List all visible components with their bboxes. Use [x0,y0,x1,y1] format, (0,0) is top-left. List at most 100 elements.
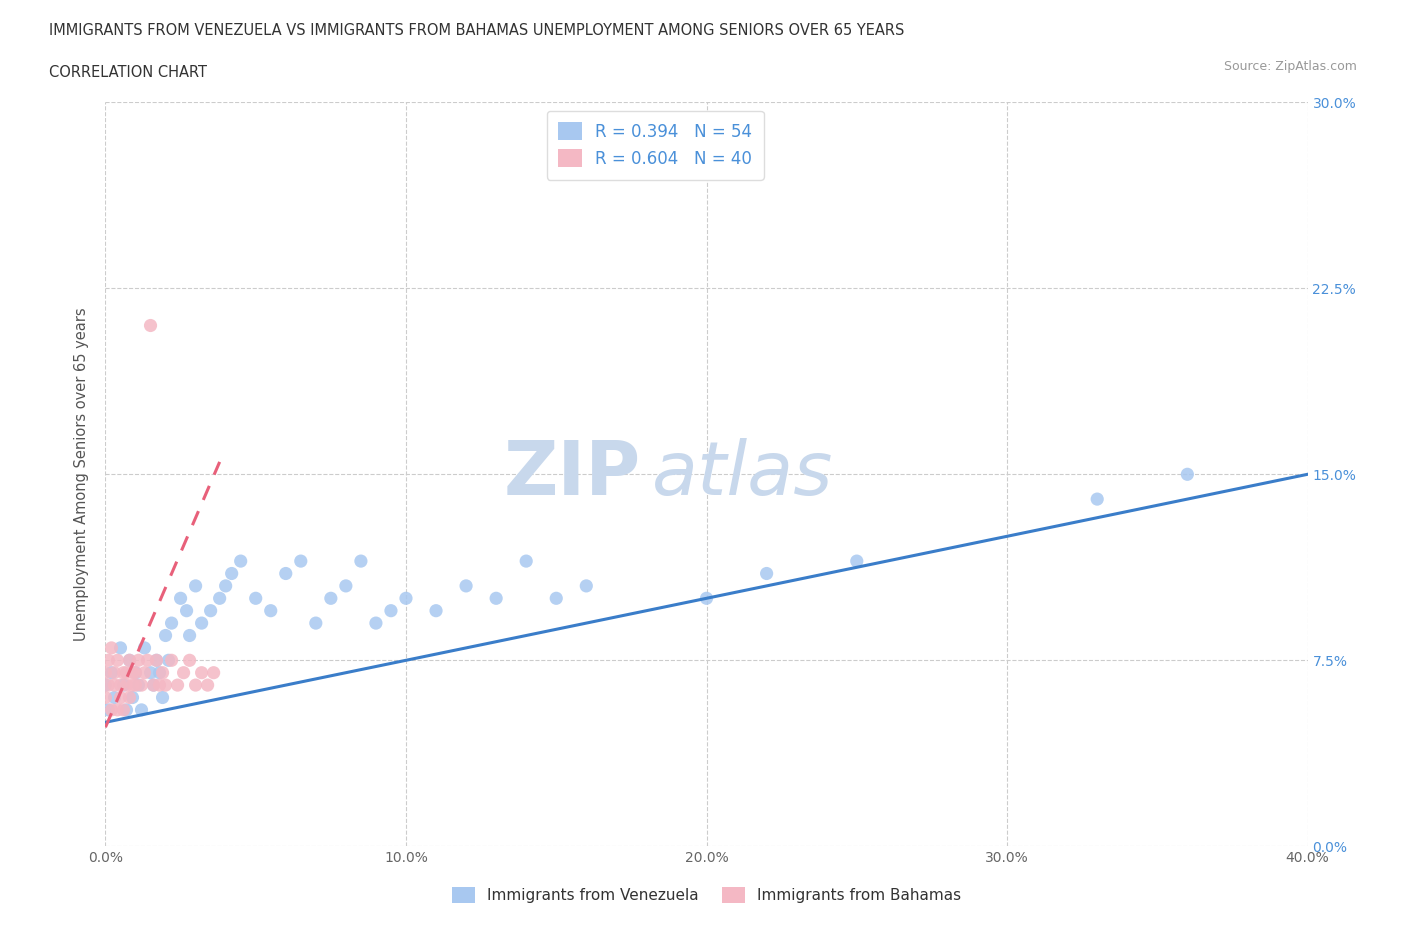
Point [97,702,120,717]
Point [110,678,132,693]
Point [305,616,328,631]
Point [115,702,138,717]
Point [155,678,177,693]
Point [214,578,236,593]
Point [755,566,778,581]
Text: atlas: atlas [652,438,834,511]
Point [121,678,143,693]
Point [100,641,122,656]
Point [136,653,159,668]
Legend: Immigrants from Venezuela, Immigrants from Bahamas: Immigrants from Venezuela, Immigrants fr… [446,881,967,910]
Point [118,653,141,668]
Point [94,690,117,705]
Point [103,665,125,680]
Point [107,702,129,717]
Point [94,678,117,693]
Point [636,157,658,172]
Point [190,665,212,680]
Point [184,578,207,593]
Point [169,591,191,605]
Point [139,318,162,333]
Point [145,653,167,668]
Point [157,653,180,668]
Point [134,665,156,680]
Point [148,665,170,680]
Point [1175,467,1198,482]
Point [160,616,183,631]
Point [115,678,138,693]
Point [190,616,212,631]
Point [131,702,153,717]
Point [100,702,122,717]
Point [221,566,243,581]
Point [103,678,125,693]
Point [260,604,283,618]
Point [155,628,177,643]
Point [94,665,117,680]
Point [103,690,125,705]
Point [179,628,201,643]
Point [200,604,222,618]
Point [160,653,183,668]
Point [134,641,156,656]
Point [229,553,252,568]
Point [845,553,868,568]
Point [115,665,138,680]
Point [1085,492,1108,507]
Point [696,591,718,605]
Point [245,591,267,605]
Text: IMMIGRANTS FROM VENEZUELA VS IMMIGRANTS FROM BAHAMAS UNEMPLOYMENT AMONG SENIORS : IMMIGRANTS FROM VENEZUELA VS IMMIGRANTS … [49,23,904,38]
Point [128,678,150,693]
Point [515,553,537,568]
Point [121,665,143,680]
Point [454,578,477,593]
Point [380,604,402,618]
Point [97,678,120,693]
Point [110,641,132,656]
Point [202,665,225,680]
Point [179,653,201,668]
Text: ZIP: ZIP [503,438,640,511]
Point [142,678,165,693]
Point [124,665,146,680]
Point [107,653,129,668]
Point [97,653,120,668]
Point [145,653,167,668]
Point [173,665,195,680]
Point [124,678,146,693]
Point [395,591,418,605]
Point [112,665,135,680]
Point [364,616,387,631]
Point [121,690,143,705]
Text: Source: ZipAtlas.com: Source: ZipAtlas.com [1223,60,1357,73]
Point [319,591,342,605]
Point [350,553,373,568]
Point [118,690,141,705]
Point [124,665,146,680]
Point [184,678,207,693]
Point [546,591,568,605]
Point [139,665,162,680]
Point [274,566,297,581]
Point [128,653,150,668]
Y-axis label: Unemployment Among Seniors over 65 years: Unemployment Among Seniors over 65 years [75,308,90,641]
Point [131,678,153,693]
Point [152,690,174,705]
Point [290,553,312,568]
Point [575,578,598,593]
Point [100,665,122,680]
Point [166,678,188,693]
Point [425,604,447,618]
Point [110,690,132,705]
Point [152,665,174,680]
Point [176,604,198,618]
Point [118,653,141,668]
Point [112,678,135,693]
Point [197,678,219,693]
Point [112,702,135,717]
Point [142,678,165,693]
Point [335,578,357,593]
Text: CORRELATION CHART: CORRELATION CHART [49,65,207,80]
Point [148,678,170,693]
Point [485,591,508,605]
